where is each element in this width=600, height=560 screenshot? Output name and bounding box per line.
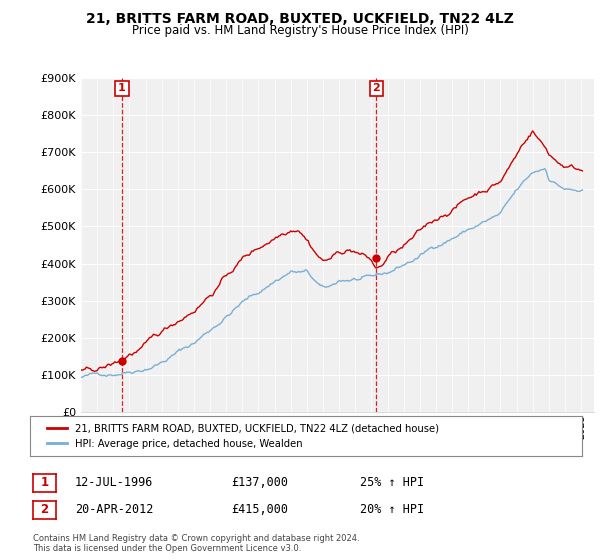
Text: £415,000: £415,000 xyxy=(231,503,288,516)
Text: 1: 1 xyxy=(40,476,49,489)
Text: 12-JUL-1996: 12-JUL-1996 xyxy=(75,476,154,489)
Text: 2: 2 xyxy=(40,503,49,516)
Text: 20-APR-2012: 20-APR-2012 xyxy=(75,503,154,516)
Text: Price paid vs. HM Land Registry's House Price Index (HPI): Price paid vs. HM Land Registry's House … xyxy=(131,24,469,37)
Text: Contains HM Land Registry data © Crown copyright and database right 2024.
This d: Contains HM Land Registry data © Crown c… xyxy=(33,534,359,553)
Text: 21, BRITTS FARM ROAD, BUXTED, UCKFIELD, TN22 4LZ: 21, BRITTS FARM ROAD, BUXTED, UCKFIELD, … xyxy=(86,12,514,26)
Legend: 21, BRITTS FARM ROAD, BUXTED, UCKFIELD, TN22 4LZ (detached house), HPI: Average : 21, BRITTS FARM ROAD, BUXTED, UCKFIELD, … xyxy=(41,418,445,455)
Text: £137,000: £137,000 xyxy=(231,476,288,489)
Text: 2: 2 xyxy=(373,83,380,94)
Text: 1: 1 xyxy=(118,83,126,94)
Text: 25% ↑ HPI: 25% ↑ HPI xyxy=(360,476,424,489)
Text: 20% ↑ HPI: 20% ↑ HPI xyxy=(360,503,424,516)
